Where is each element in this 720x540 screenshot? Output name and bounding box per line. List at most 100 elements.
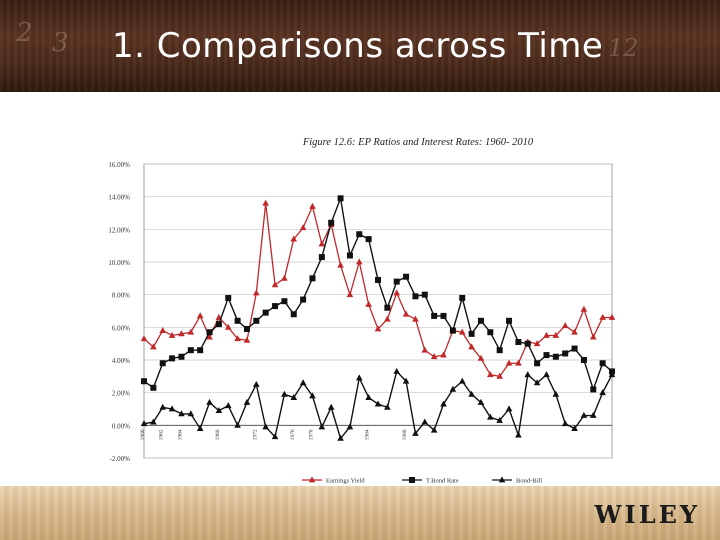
data-point [281, 390, 288, 397]
data-point [561, 322, 569, 329]
x-axis: 1960 1962 1964 1968 1972 1976 1978 1984 1988 [140, 424, 612, 440]
x-tick-label: 1962 [159, 429, 165, 440]
x-tick-label: 1976 [290, 429, 296, 440]
data-point [477, 398, 485, 405]
data-point [328, 219, 335, 226]
data-point [309, 275, 316, 282]
data-point [534, 360, 541, 367]
data-point [599, 389, 606, 396]
series-layer [140, 195, 616, 441]
data-point [533, 340, 541, 347]
data-point [599, 313, 606, 320]
data-point [262, 199, 269, 206]
y-tick-label: 10.00% [108, 259, 130, 267]
data-point [543, 331, 550, 338]
y-tick-label: 6.00% [112, 324, 130, 332]
legend-entry: Earnings Yield [302, 476, 365, 485]
data-point [281, 274, 288, 281]
banner-scrawl-3: 12 [608, 34, 639, 62]
title-banner: 2 3 12 1. Comparisons across Time [0, 0, 720, 92]
data-point [290, 311, 297, 318]
data-point [197, 347, 204, 354]
data-point [449, 327, 456, 334]
data-point [533, 379, 541, 386]
data-point [215, 321, 222, 328]
data-point [234, 317, 241, 324]
data-point [571, 425, 578, 431]
data-point [206, 398, 213, 405]
data-point [468, 343, 475, 350]
data-point [253, 289, 260, 296]
legend-entry: T.Bond Rate [402, 477, 459, 485]
data-point [178, 410, 185, 417]
data-point [580, 305, 588, 312]
data-point [384, 315, 391, 322]
data-point [150, 343, 157, 350]
banner-scrawl-1: 2 [16, 18, 33, 48]
data-point [178, 353, 185, 360]
data-point [402, 310, 410, 317]
chart-svg: Figure 12.6: EP Ratios and Interest Rate… [92, 128, 624, 488]
data-point [159, 360, 166, 367]
data-point [515, 339, 522, 346]
data-point [150, 384, 157, 391]
data-point [524, 340, 531, 347]
data-point [262, 309, 269, 316]
data-point [234, 335, 241, 342]
data-point [561, 420, 569, 427]
data-point [178, 330, 185, 337]
data-point [412, 293, 419, 300]
x-tick-label: 1968 [215, 429, 221, 440]
data-point [458, 377, 466, 384]
data-point [496, 347, 503, 354]
x-tick-label: 1988 [402, 429, 408, 440]
data-point [552, 353, 559, 360]
data-point [393, 278, 400, 285]
data-point [346, 291, 354, 298]
data-point [253, 380, 260, 387]
data-point [224, 402, 232, 409]
footer-band: WILEY [0, 486, 720, 540]
data-point [140, 335, 148, 342]
slide-title: 1. Comparisons across Time [112, 26, 604, 66]
data-point [243, 325, 250, 332]
data-point [487, 329, 494, 336]
data-point [318, 240, 326, 247]
data-point [365, 300, 372, 307]
data-point [412, 315, 419, 322]
data-point [496, 416, 503, 423]
data-point [159, 403, 167, 410]
data-point [487, 371, 494, 378]
banner-texture [0, 0, 720, 92]
x-tick-label: 1978 [308, 429, 314, 440]
data-point [403, 273, 410, 280]
data-point [421, 291, 428, 298]
data-point [543, 371, 550, 378]
y-axis: -2.00% 0.00% 2.00% 4.00% 6.00% 8.00% 10.00% 12.… [108, 161, 130, 463]
data-point [571, 345, 578, 352]
y-tick-label: 0.00% [112, 422, 130, 430]
data-point [308, 476, 316, 483]
data-point [196, 312, 204, 319]
data-point [187, 328, 195, 335]
data-point [384, 304, 391, 311]
data-point [608, 371, 616, 378]
data-point [356, 231, 363, 238]
data-point [327, 403, 335, 410]
data-point [384, 403, 391, 410]
x-tick-label: 1960 [140, 429, 146, 440]
data-point [271, 433, 279, 440]
y-tick-label: -2.00% [110, 455, 131, 463]
data-point [589, 333, 597, 340]
data-point [187, 347, 194, 354]
data-point [159, 327, 167, 333]
data-point [290, 235, 298, 242]
data-point [440, 312, 447, 319]
data-point [318, 254, 325, 261]
data-point [168, 405, 176, 412]
data-point [281, 298, 288, 305]
chart-background [92, 128, 624, 488]
data-point [374, 325, 382, 332]
y-tick-label: 16.00% [108, 161, 130, 169]
data-point [498, 476, 506, 483]
